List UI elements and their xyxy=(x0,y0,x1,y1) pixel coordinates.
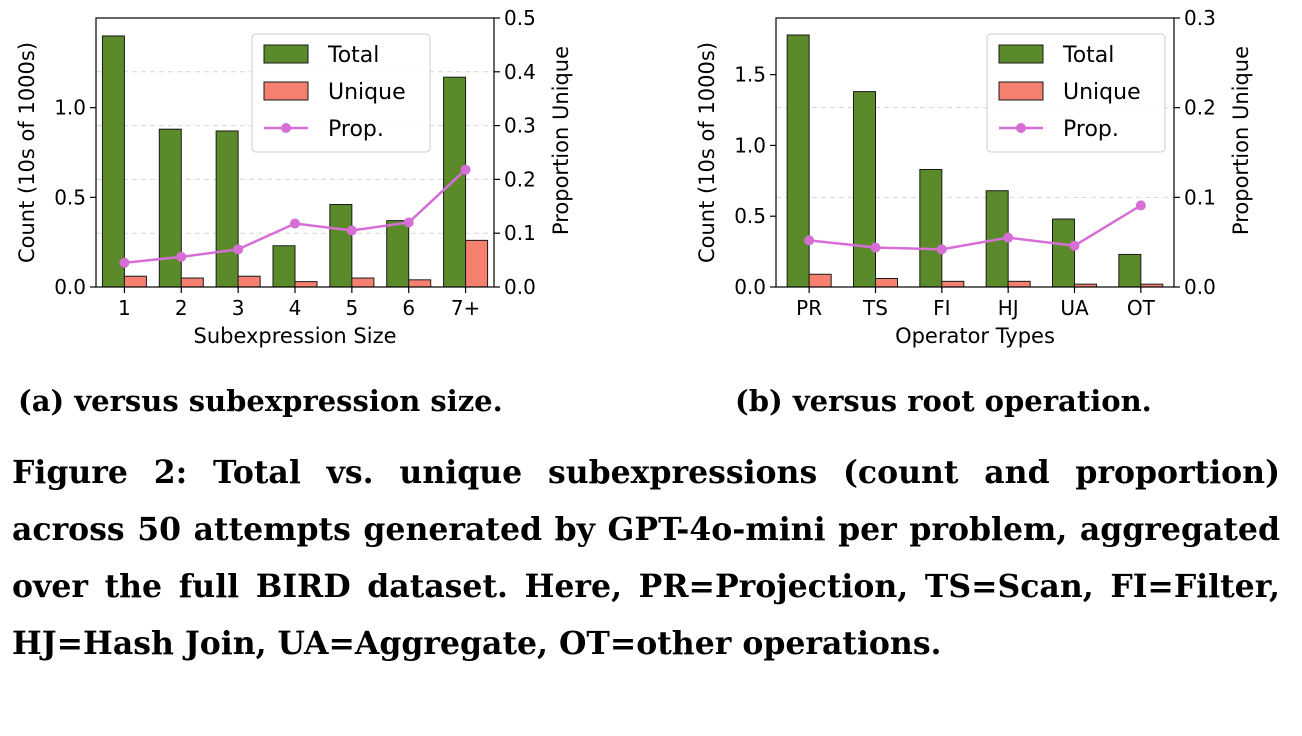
bar-unique xyxy=(180,277,204,288)
x-tick-label: 3 xyxy=(232,296,245,320)
point-prop xyxy=(804,235,815,246)
point-prop xyxy=(1135,200,1146,211)
bar-total xyxy=(786,34,810,288)
y-right-axis-label: Proportion Unique xyxy=(549,46,573,235)
bar-total xyxy=(158,128,182,288)
bar-total xyxy=(1052,218,1075,288)
legend-swatch-total xyxy=(998,44,1044,64)
legend-swatch-prop-marker xyxy=(1016,123,1026,133)
bar-unique xyxy=(941,280,965,288)
bar-unique xyxy=(408,279,432,288)
bar-total xyxy=(919,168,943,288)
legend-label-total: Total xyxy=(327,43,379,68)
x-tick-label: 6 xyxy=(402,296,415,320)
legend-swatch-unique xyxy=(998,81,1044,101)
bar-total xyxy=(272,245,296,288)
bar-unique xyxy=(123,275,147,288)
bar-total xyxy=(443,76,467,288)
legend-label-total: Total xyxy=(1062,43,1114,68)
y-right-tick-label: 0.2 xyxy=(504,167,536,191)
point-prop xyxy=(936,244,947,255)
x-tick-label: 2 xyxy=(175,296,188,320)
y-axis-label: Count (10s of 1000s) xyxy=(15,42,39,263)
y-tick-label: 1.0 xyxy=(734,133,766,157)
bar-total xyxy=(101,35,125,288)
bar-total xyxy=(386,220,410,288)
bar-unique xyxy=(294,281,318,288)
x-tick-label: OT xyxy=(1127,296,1156,320)
point-prop xyxy=(176,251,187,262)
legend-label-prop: Prop. xyxy=(328,117,384,142)
bar-unique xyxy=(351,277,375,288)
y-right-tick-label: 0.4 xyxy=(504,60,536,84)
y-tick-label: 0.5 xyxy=(54,185,86,209)
point-prop xyxy=(1069,240,1080,251)
legend-label-unique: Unique xyxy=(328,80,406,105)
point-prop xyxy=(119,257,130,268)
y-right-tick-label: 0.0 xyxy=(1184,275,1216,299)
x-tick-label: 7+ xyxy=(451,296,480,320)
y-right-axis-label: Proportion Unique xyxy=(1229,46,1253,235)
y-right-tick-label: 0.0 xyxy=(504,275,536,299)
x-tick-label: FI xyxy=(933,296,950,320)
plot-frame xyxy=(775,17,1175,288)
bar-unique xyxy=(465,239,489,288)
bar-unique xyxy=(1007,280,1031,288)
y-tick-label: 0.0 xyxy=(734,275,766,299)
bar-unique xyxy=(875,278,898,288)
y-axis-label: Count (10s of 1000s) xyxy=(695,42,719,263)
y-right-tick-label: 0.3 xyxy=(504,114,536,138)
subcaption-a: (a) versus subexpression size. xyxy=(18,384,503,418)
figure-caption: Figure 2: Total vs. unique subexpression… xyxy=(12,454,1280,662)
chart-a: 0.0 0.5 1.0 0.0 0.1 0.2 0.3 0.4 0.5 1 2 3 4 5 6 7+ Subex… xyxy=(15,6,573,348)
x-tick-label: 1 xyxy=(118,296,131,320)
point-prop xyxy=(403,217,414,228)
y-right-tick-label: 0.3 xyxy=(1184,6,1216,30)
y-tick-label: 1.5 xyxy=(734,63,766,87)
x-tick-label: PR xyxy=(796,296,822,320)
y-right-tick-label: 0.1 xyxy=(1184,185,1216,209)
point-prop xyxy=(290,218,300,229)
bar-total xyxy=(1118,253,1142,288)
x-tick-label: 4 xyxy=(289,296,302,320)
x-axis-label: Operator Types xyxy=(895,324,1055,348)
y-tick-label: 0.0 xyxy=(54,275,86,299)
x-tick-label: 5 xyxy=(345,296,358,320)
legend-swatch-unique xyxy=(263,81,309,101)
point-prop xyxy=(1003,232,1014,243)
y-right-tick-label: 0.5 xyxy=(504,6,536,30)
y-tick-label: 1.0 xyxy=(54,96,86,120)
y-right-tick-label: 0.1 xyxy=(504,221,536,245)
point-prop xyxy=(346,225,357,236)
bar-total xyxy=(853,91,876,288)
bar-unique xyxy=(237,275,261,288)
legend-swatch-prop-marker xyxy=(281,123,291,133)
point-prop xyxy=(460,164,471,175)
point-prop xyxy=(233,244,244,255)
x-tick-label: HJ xyxy=(998,296,1019,320)
legend-label-unique: Unique xyxy=(1063,80,1141,105)
series-line-prop xyxy=(809,204,1142,251)
y-right-tick-label: 0.2 xyxy=(1184,96,1216,120)
x-tick-label: TS xyxy=(862,296,888,320)
bar-total xyxy=(215,130,239,288)
x-axis-label: Subexpression Size xyxy=(193,324,396,348)
y-tick-label: 0.5 xyxy=(734,204,766,228)
bar-total xyxy=(329,204,353,288)
chart-b: 0.0 0.5 1.0 1.5 0.0 0.1 0.2 0.3 PR TS FI HJ UA OT Oper… xyxy=(695,6,1253,348)
figure-charts: 0.0 0.5 1.0 0.0 0.1 0.2 0.3 0.4 0.5 1 2 3 4 5 6 7+ Subex… xyxy=(15,6,1253,348)
x-tick-label: UA xyxy=(1060,296,1089,320)
legend-label-prop: Prop. xyxy=(1063,117,1119,142)
point-prop xyxy=(870,242,881,253)
bar-unique xyxy=(808,273,832,288)
legend-swatch-total xyxy=(263,44,309,64)
subcaption-b: (b) versus root operation. xyxy=(735,384,1152,418)
